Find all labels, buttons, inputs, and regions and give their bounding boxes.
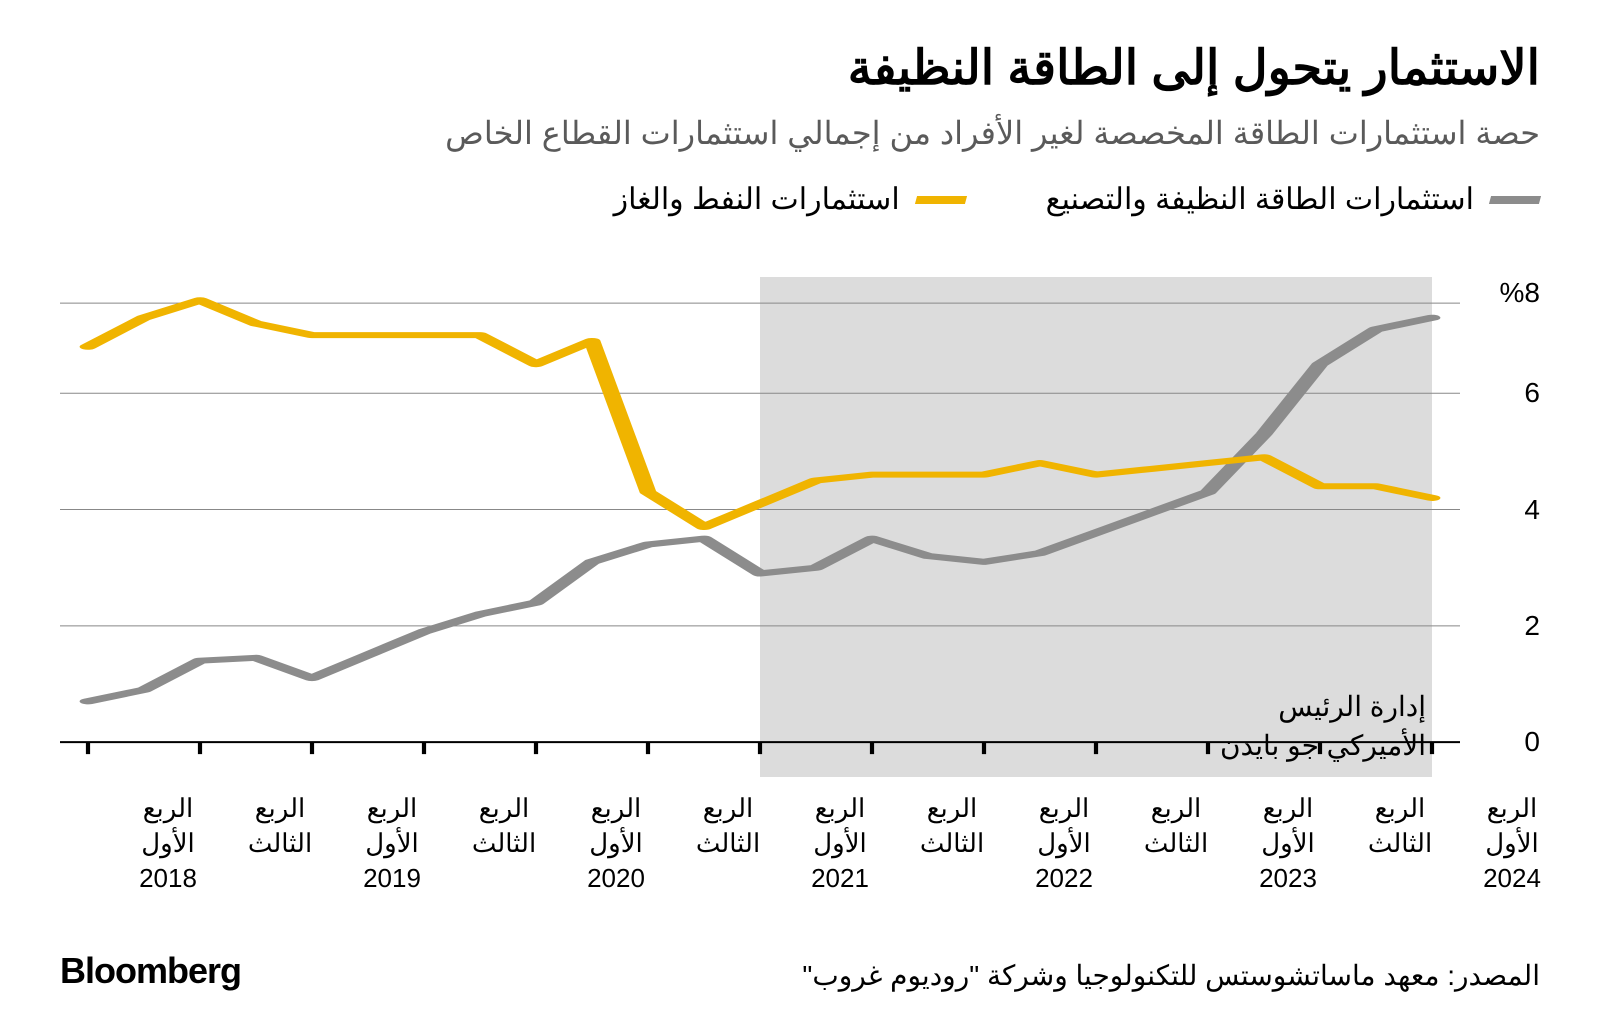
source-text: المصدر: معهد ماساتشوستس للتكنولوجيا وشرك…: [802, 959, 1540, 992]
x-axis-label: الربعالأول2020: [587, 791, 645, 896]
x-axis-label: الربعالثالث: [248, 791, 312, 861]
y-axis: %8 0 2 4 6: [1470, 277, 1540, 777]
legend-item-oilgas: استثمارات النفط والغاز: [614, 182, 966, 217]
legend-item-clean: استثمارات الطاقة النظيفة والتصنيع: [1046, 182, 1540, 217]
chart-subtitle: حصة استثمارات الطاقة المخصصة لغير الأفرا…: [60, 114, 1540, 152]
y-axis-label: 0: [1524, 726, 1540, 758]
annotation-line1: إدارة الرئيس: [1220, 687, 1426, 726]
y-axis-label: 4: [1524, 494, 1540, 526]
x-axis-label: الربعالثالث: [1368, 791, 1432, 861]
brand-logo: Bloomberg: [60, 950, 241, 992]
y-axis-label: 6: [1524, 377, 1540, 409]
legend-label-clean: استثمارات الطاقة النظيفة والتصنيع: [1046, 182, 1474, 217]
legend-label-oilgas: استثمارات النفط والغاز: [614, 182, 900, 217]
x-axis-label: الربعالأول2024: [1483, 791, 1541, 896]
chart-title: الاستثمار يتحول إلى الطاقة النظيفة: [60, 40, 1540, 96]
plot-area: إدارة الرئيس الأميركي جو بايدن: [60, 277, 1460, 777]
chart-container: الاستثمار يتحول إلى الطاقة النظيفة حصة ا…: [0, 0, 1600, 1028]
x-axis-label: الربعالأول2022: [1035, 791, 1093, 896]
y-axis-label: 2: [1524, 610, 1540, 642]
footer: Bloomberg المصدر: معهد ماساتشوستس للتكنو…: [60, 950, 1540, 992]
x-axis: الربعالأول2018 الربعالثالث الربعالأول2019 ا…: [140, 791, 1540, 911]
legend-swatch-clean: [1489, 196, 1541, 204]
x-axis-label: الربعالأول2021: [811, 791, 869, 896]
x-axis-label: الربعالثالث: [472, 791, 536, 861]
plot-wrap: %8 0 2 4 6 إدارة الرئيس الأميركي جو بايدن: [60, 247, 1540, 777]
x-axis-label: الربعالثالث: [696, 791, 760, 861]
y-axis-top-label: %8: [1500, 277, 1540, 309]
legend: استثمارات الطاقة النظيفة والتصنيع استثما…: [60, 182, 1540, 217]
legend-swatch-oilgas: [915, 196, 967, 204]
x-axis-label: الربعالأول2023: [1259, 791, 1317, 896]
x-axis-label: الربعالثالث: [1144, 791, 1208, 861]
x-axis-label: الربعالأول2019: [363, 791, 421, 896]
shaded-annotation: إدارة الرئيس الأميركي جو بايدن: [1220, 687, 1432, 765]
x-axis-label: الربعالثالث: [920, 791, 984, 861]
annotation-line2: الأميركي جو بايدن: [1220, 726, 1426, 765]
x-axis-label: الربعالأول2018: [139, 791, 197, 896]
